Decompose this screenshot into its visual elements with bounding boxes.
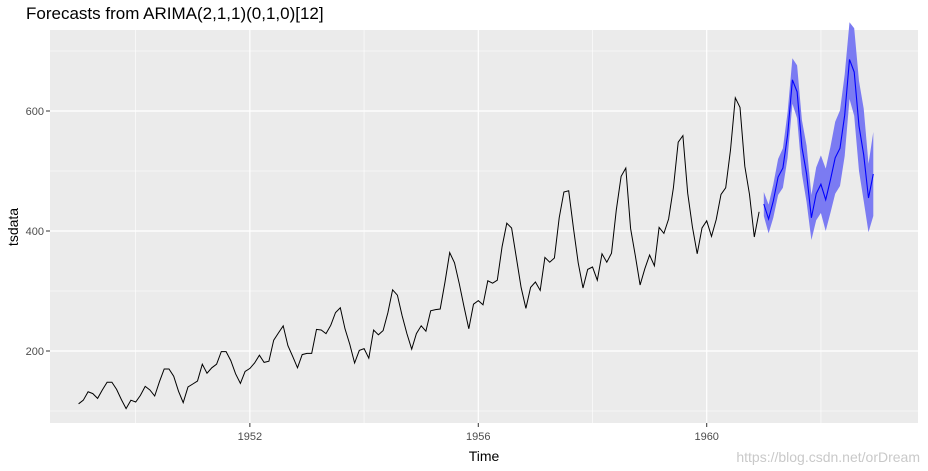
x-tick-label: 1956 xyxy=(466,431,490,443)
x-tick-label: 1960 xyxy=(694,431,718,443)
watermark: https://blog.csdn.net/orDream xyxy=(736,449,920,465)
y-tick-label: 400 xyxy=(26,226,44,238)
grid-lines xyxy=(50,30,918,423)
y-axis-ticks: 200 400 600 xyxy=(26,106,50,358)
chart-title: Forecasts from ARIMA(2,1,1)(0,1,0)[12] xyxy=(26,4,324,23)
y-tick-label: 600 xyxy=(26,106,44,118)
series-lines xyxy=(78,59,874,410)
plot-panel xyxy=(50,30,918,423)
observed-series-line xyxy=(78,95,760,410)
x-axis-ticks: 1952 1956 1960 xyxy=(238,423,719,443)
forecast-series-line xyxy=(763,59,874,221)
forecast-interval-band xyxy=(763,22,874,241)
y-tick-label: 200 xyxy=(26,346,44,358)
prediction-interval xyxy=(763,22,874,241)
y-axis-title: tsdata xyxy=(5,208,21,246)
x-tick-label: 1952 xyxy=(238,431,262,443)
x-axis-title: Time xyxy=(469,448,500,464)
